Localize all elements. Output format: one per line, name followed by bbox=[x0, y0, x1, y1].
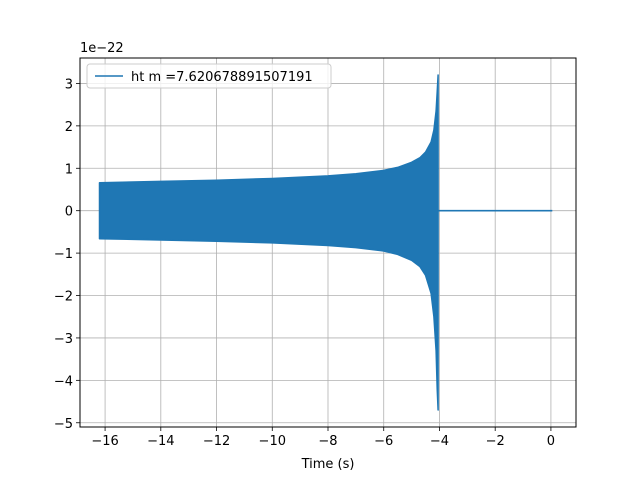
x-axis-label: Time (s) bbox=[301, 457, 355, 472]
x-tick-label: −10 bbox=[259, 434, 286, 449]
plot-area bbox=[98, 74, 553, 411]
x-tick-label: −6 bbox=[374, 434, 393, 449]
waveform-series bbox=[98, 74, 439, 411]
y-tick-label: −3 bbox=[54, 332, 73, 347]
y-tick-label: −5 bbox=[54, 417, 73, 432]
legend-box bbox=[86, 63, 332, 89]
x-tick-label: −8 bbox=[318, 434, 337, 449]
y-tick-label: 2 bbox=[65, 120, 73, 135]
y-tick-label: −4 bbox=[54, 374, 73, 389]
y-tick-label: 0 bbox=[65, 205, 73, 220]
y-offset-label: 1e−22 bbox=[80, 41, 124, 56]
x-tick-label: −12 bbox=[203, 434, 230, 449]
legend: ht m =7.620678891507191 bbox=[86, 63, 332, 89]
x-tick-label: −16 bbox=[91, 434, 118, 449]
y-tick-label: −1 bbox=[54, 247, 73, 262]
y-tick-label: 1 bbox=[65, 162, 73, 177]
x-tick-label: 0 bbox=[547, 434, 555, 449]
x-tick-label: −2 bbox=[486, 434, 505, 449]
y-tick-label: −2 bbox=[54, 290, 73, 305]
legend-label: ht m =7.620678891507191 bbox=[131, 70, 313, 85]
x-tick-label: −4 bbox=[430, 434, 449, 449]
x-tick-label: −14 bbox=[147, 434, 174, 449]
y-ticks: 3 2 1 0 −1 −2 −3 −4 −5 bbox=[54, 77, 80, 432]
x-ticks: −16 −14 −12 −10 −8 −6 −4 −2 0 bbox=[91, 427, 555, 449]
y-tick-label: 3 bbox=[65, 77, 73, 92]
